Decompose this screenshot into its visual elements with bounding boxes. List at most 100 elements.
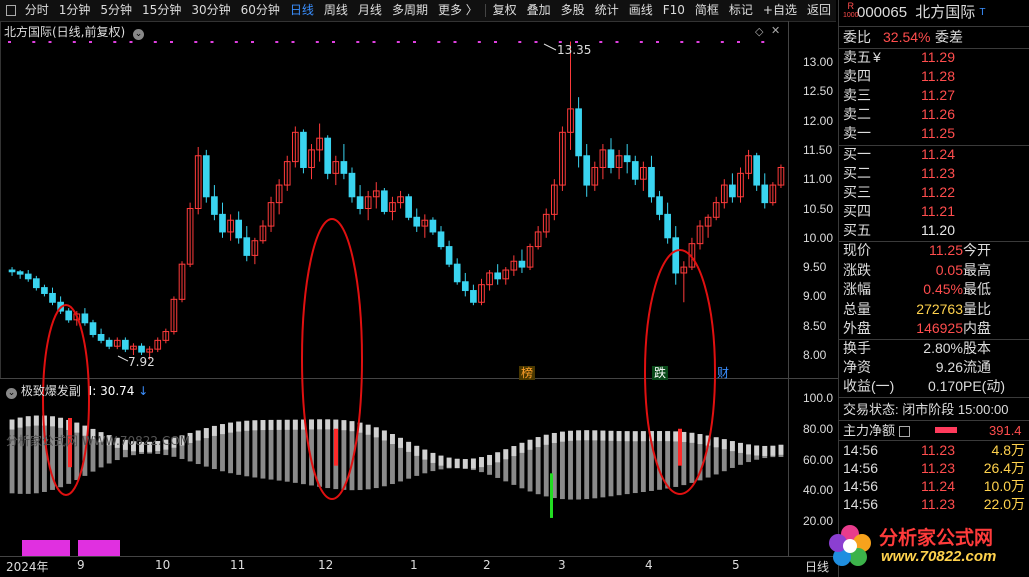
stat-label-2: 股本	[963, 340, 991, 356]
bid-row[interactable]: 买四 11.21	[843, 202, 955, 221]
divider	[839, 145, 1029, 146]
candlestick-chart[interactable]	[0, 0, 838, 577]
period-tab[interactable]: 1分钟	[58, 3, 91, 17]
indicator-bar-cap	[50, 416, 55, 427]
indicator-bar-cap	[9, 419, 15, 430]
indicator-bar-cap	[414, 445, 420, 456]
trade-status: 交易状态: 闭市阶段 15:00:00	[843, 402, 1009, 417]
close-chart-icon[interactable]: ✕	[771, 24, 781, 37]
signal-dot	[210, 41, 214, 43]
tool-button[interactable]: F10	[662, 3, 685, 17]
tool-button[interactable]: 叠加	[526, 3, 551, 17]
candle-body	[615, 155, 623, 168]
indicator-bar	[179, 435, 185, 459]
ask-row[interactable]: 卖二 11.26	[843, 105, 955, 124]
signal-dot	[761, 41, 765, 43]
signal-dot	[558, 41, 562, 43]
sell-signal-bar	[550, 473, 553, 518]
time-tick-label: 11	[230, 558, 246, 572]
candle-body	[648, 166, 655, 198]
indicator-bar	[649, 431, 654, 491]
time-tick-label: 3	[558, 558, 566, 572]
candle-body	[389, 202, 396, 212]
indicator-bar	[398, 437, 403, 482]
stat-label-2: 内盘	[963, 320, 991, 336]
period-tab[interactable]: 15分钟	[142, 3, 182, 17]
tool-button[interactable]: +自选	[762, 3, 797, 17]
candle-body	[680, 266, 688, 274]
indicator-bar-cap	[438, 455, 444, 466]
weibi-label: 委比	[843, 29, 871, 45]
period-tab[interactable]: 分时	[24, 3, 49, 17]
candle-body	[599, 149, 607, 168]
stat-label: 净资	[843, 359, 871, 375]
tool-button[interactable]: 多股	[560, 3, 585, 17]
period-tab[interactable]: 周线	[323, 3, 348, 17]
period-tab[interactable]: 30分钟	[191, 3, 231, 17]
candle-body	[97, 333, 105, 341]
period-tab[interactable]: 更多 〉	[437, 3, 478, 17]
indicator-bar-cap	[220, 424, 225, 435]
period-tab[interactable]: 多周期	[391, 3, 428, 17]
signal-dot	[372, 41, 376, 43]
tool-button[interactable]: 画线	[628, 3, 653, 17]
indicator-bar	[98, 432, 104, 468]
ask-row[interactable]: 卖三 11.27	[843, 86, 955, 105]
period-tab[interactable]: 月线	[357, 3, 382, 17]
bid-row[interactable]: 买五 11.20	[843, 221, 955, 240]
indicator-bar-cap	[390, 434, 395, 445]
ask-label: 卖一	[843, 125, 871, 141]
indicator-bar	[721, 439, 727, 472]
indicator-bar-cap	[770, 445, 776, 456]
bid-row[interactable]: 买三 11.22	[843, 183, 955, 202]
indicator-bar-cap	[519, 442, 525, 453]
candle-body	[113, 339, 121, 347]
buy-signal-bar	[334, 428, 338, 466]
tool-button[interactable]: 标记	[728, 3, 753, 17]
info-icon[interactable]: T	[979, 7, 986, 18]
indicator-bar-cap	[300, 419, 306, 430]
indicator-bar-cap	[729, 441, 735, 452]
period-tab[interactable]: 60分钟	[240, 3, 280, 17]
tool-button[interactable]: 返回	[806, 3, 831, 17]
indicator-bar	[203, 428, 209, 467]
candle-body	[567, 108, 574, 133]
indicator-bar-cap	[559, 431, 565, 442]
ask-price: 11.27	[921, 87, 955, 103]
period-tab[interactable]: 日线	[289, 3, 314, 17]
ask-row[interactable]: 卖一 11.25	[843, 124, 955, 143]
indicator-bar	[600, 430, 606, 498]
event-badge-finance[interactable]: 财	[717, 366, 730, 380]
tick-price: 11.23	[921, 460, 955, 476]
tool-button[interactable]: 复权	[492, 3, 517, 17]
indicator-bar-cap	[746, 444, 752, 455]
indicator-bar-cap	[430, 452, 436, 463]
candle-body	[729, 184, 736, 198]
indicator-bar-cap	[357, 422, 363, 433]
diamond-icon[interactable]: ◇	[755, 25, 764, 38]
net-flow-label: 主力净额	[843, 423, 896, 438]
event-badge-drop[interactable]: 跌	[652, 366, 669, 380]
candle-body	[251, 240, 259, 256]
indicator-bar	[58, 417, 64, 488]
bid-row[interactable]: 买二 11.23	[843, 164, 955, 183]
bid-label: 买三	[843, 184, 871, 200]
indicator-bar-cap	[381, 430, 387, 441]
period-tab[interactable]: 5分钟	[100, 3, 133, 17]
indicator-bar-cap	[568, 430, 573, 441]
net-flow-row[interactable]: 主力净额 391.4	[843, 421, 1022, 440]
tool-button[interactable]: 统计	[594, 3, 619, 17]
indicator-settings-icon[interactable]: ⌄	[6, 388, 17, 399]
tick-price: 11.23	[921, 442, 955, 458]
indicator-bar-cap	[195, 430, 201, 441]
chart-settings-icon[interactable]: ⌄	[133, 29, 145, 40]
candle-body	[405, 196, 412, 218]
candle-body	[122, 339, 129, 350]
bid-row[interactable]: 买一 11.24	[843, 145, 955, 164]
indicator-bar-cap	[252, 420, 258, 431]
panel-toggle-icon[interactable]	[6, 5, 16, 16]
ask-row[interactable]: 卖五 ¥11.29	[843, 48, 955, 67]
tool-button[interactable]: 简框	[694, 3, 719, 17]
event-badge-rank[interactable]: 榜	[519, 366, 536, 380]
ask-row[interactable]: 卖四 11.28	[843, 67, 955, 86]
